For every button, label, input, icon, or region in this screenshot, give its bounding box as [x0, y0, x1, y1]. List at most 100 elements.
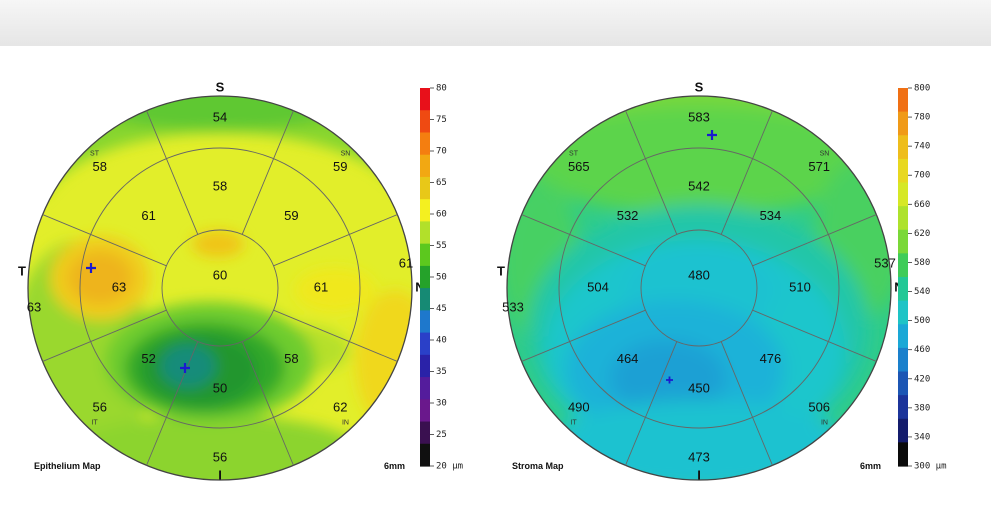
inner-zone-value-s: 542 [688, 178, 710, 193]
scale-swatch [898, 395, 908, 420]
scale-swatch [898, 418, 908, 443]
outer-zone-value-st: 565 [568, 159, 590, 174]
direction-label-bottom: I [218, 467, 222, 482]
thinnest-point-cross-icon [180, 363, 190, 373]
scale-swatch [898, 324, 908, 349]
inner-zone-value-sn: 59 [284, 208, 298, 223]
octant-label-top-left: ST [569, 150, 579, 157]
stroma-apex-marker [666, 130, 717, 384]
scale-tick-label: 340 [914, 432, 930, 442]
scale-swatch [898, 111, 908, 136]
scale-tick-label: 620 [914, 229, 930, 239]
outer-ring-circle [27, 95, 413, 481]
thinnest-point-cross-icon [666, 376, 673, 384]
scale-tick-label: 660 [914, 200, 930, 210]
center-zone-value: 60 [213, 267, 227, 282]
outer-zone-value-it: 56 [93, 400, 107, 415]
sector-divider [752, 309, 877, 362]
sector-divider [273, 309, 398, 362]
scale-tick-label: 500 [914, 316, 930, 326]
sector-divider [521, 309, 646, 362]
stroma-map-title: Stroma Map [512, 461, 564, 471]
sector-divider [241, 110, 294, 235]
sector-divider [42, 214, 167, 267]
epithelium-color-scale: 80 75 70 65 60 55 50 45 40 35 30 25 20 µm [420, 84, 463, 472]
octant-label-top-right: SN [341, 150, 351, 157]
direction-label-bottom: I [697, 467, 701, 482]
scale-tick-label: 80 [436, 84, 447, 94]
scale-swatch [420, 288, 430, 311]
octant-label-top-right: SN [820, 150, 830, 157]
scale-tick-label: 740 [914, 142, 930, 152]
scale-swatch [420, 332, 430, 356]
scale-swatch [898, 229, 908, 254]
outer-zone-value-i: 473 [688, 449, 710, 464]
scale-swatch [420, 88, 430, 111]
scale-tick-label: 65 [436, 178, 447, 188]
scale-swatch [420, 310, 430, 334]
scale-tick-label: 25 [436, 430, 447, 440]
outer-zone-value-t: 533 [502, 299, 524, 314]
outer-zone-value-i: 56 [213, 449, 227, 464]
scale-tick-label: 50 [436, 273, 447, 283]
apex-cross-icon [707, 130, 717, 140]
scale-swatch [898, 158, 908, 184]
stroma-zone-values: 480 542 534 510 476 450 464 504 532 583 571 537 506 4… [502, 109, 896, 464]
scale-tick-label: 55 [436, 241, 447, 251]
scale-swatch [420, 399, 430, 423]
direction-label-left: T [18, 263, 26, 278]
sector-divider [42, 309, 167, 362]
inner-zone-value-in: 476 [760, 351, 782, 366]
scale-tick-label: 70 [436, 147, 447, 157]
scale-swatch [898, 88, 908, 113]
stroma-heatmap [507, 96, 891, 480]
direction-label-top: S [695, 79, 704, 94]
sector-divider [720, 110, 773, 235]
scale-tick-label: 35 [436, 367, 447, 377]
scale-swatch [420, 243, 430, 267]
octant-label-bottom-right: IN [821, 419, 828, 426]
scale-swatch [898, 135, 908, 160]
scale-swatch [898, 253, 908, 278]
central-zone-circle [640, 229, 758, 347]
scale-tick-label: 40 [436, 336, 447, 346]
octant-label-bottom-right: IN [342, 419, 349, 426]
scale-swatch [420, 110, 430, 134]
outer-zone-value-in: 506 [808, 400, 830, 415]
inner-zone-value-i: 450 [688, 380, 710, 395]
sector-divider [625, 341, 678, 466]
sector-divider [625, 110, 678, 235]
octant-label-top-left: ST [90, 150, 100, 157]
outer-zone-value-t: 63 [27, 299, 41, 314]
scale-tick-label: 60 [436, 210, 447, 220]
scale-tick-label: 540 [914, 287, 930, 297]
scale-swatch [898, 442, 908, 467]
sector-divider [146, 341, 199, 466]
epithelium-heatmap [28, 96, 412, 480]
scale-swatch [420, 176, 430, 200]
outer-zone-value-in: 62 [333, 400, 347, 415]
scale-swatch [898, 182, 908, 207]
outer-zone-value-st: 58 [93, 159, 107, 174]
scale-swatch [420, 154, 430, 178]
stroma-diameter-label: 6mm [860, 461, 881, 471]
epithelium-zone-grid [27, 95, 413, 481]
sector-divider [720, 341, 773, 466]
outer-zone-value-sn: 59 [333, 159, 347, 174]
scale-swatch [420, 443, 430, 467]
sector-divider [752, 214, 877, 267]
scale-swatch [898, 277, 908, 302]
sector-divider [241, 341, 294, 466]
inner-zone-value-it: 464 [617, 351, 639, 366]
scale-tick-label: 460 [914, 345, 930, 355]
sector-divider [146, 110, 199, 235]
scale-swatch [420, 199, 430, 223]
outer-zone-value-n: 537 [874, 255, 896, 270]
outer-zone-value-s: 583 [688, 109, 710, 124]
epithelium-diameter-label: 6mm [384, 461, 405, 471]
scale-swatch [898, 371, 908, 396]
scale-swatch [898, 300, 908, 325]
inner-zone-value-t: 63 [112, 279, 126, 294]
inner-zone-value-s: 58 [213, 178, 227, 193]
scale-tick-label: 300 µm [914, 462, 947, 472]
